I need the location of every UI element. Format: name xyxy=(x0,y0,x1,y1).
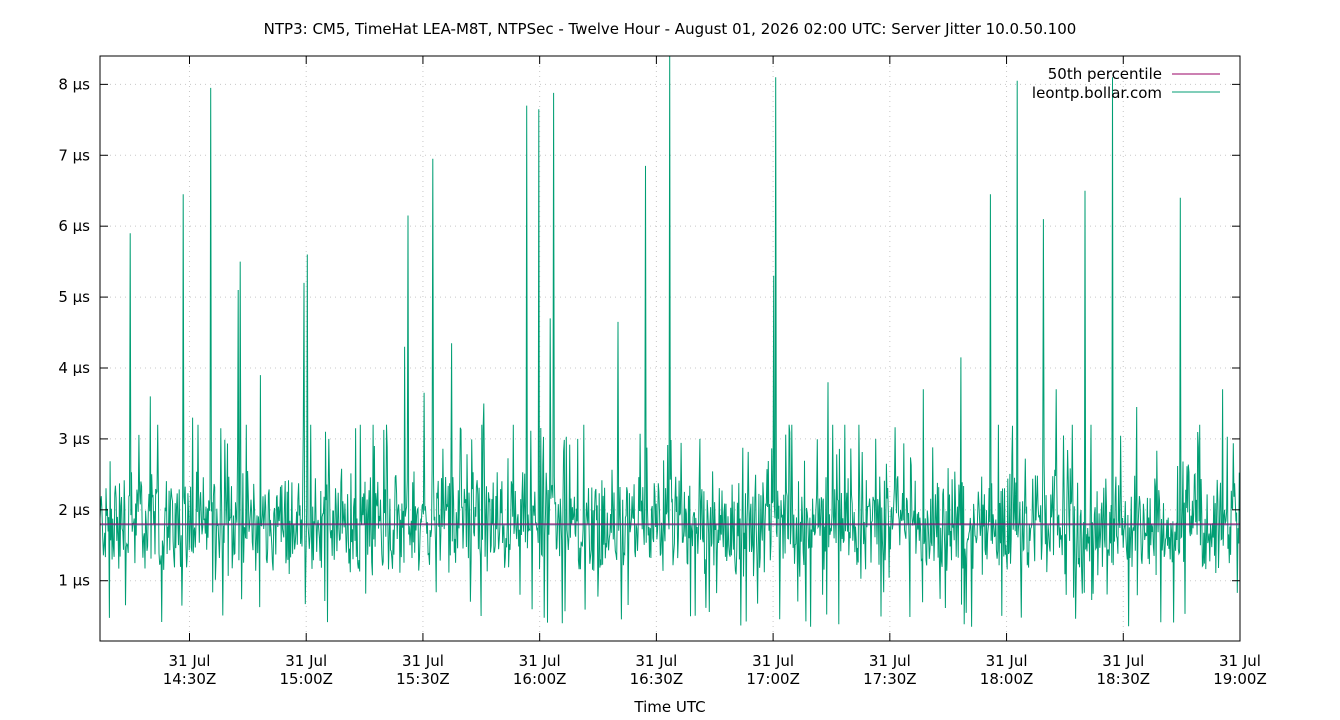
x-tick-time-label: 18:30Z xyxy=(1097,670,1151,688)
x-tick-date-label: 31 Jul xyxy=(1219,652,1261,670)
x-tick-date-label: 31 Jul xyxy=(285,652,327,670)
x-tick-date-label: 31 Jul xyxy=(869,652,911,670)
legend: 50th percentile leontp.bollar.com xyxy=(1032,65,1220,102)
y-tick-label: 2 µs xyxy=(58,501,90,519)
x-tick-time-label: 18:00Z xyxy=(980,670,1034,688)
x-tick-date-label: 31 Jul xyxy=(1102,652,1144,670)
x-tick-time-label: 16:30Z xyxy=(630,670,684,688)
x-tick-date-label: 31 Jul xyxy=(402,652,444,670)
series-layer xyxy=(99,55,1241,627)
x-tick-time-label: 15:00Z xyxy=(279,670,333,688)
y-tick-label: 7 µs xyxy=(58,146,90,164)
series-line-leontp xyxy=(99,55,1241,627)
y-tick-label: 8 µs xyxy=(58,75,90,93)
x-tick-time-label: 17:30Z xyxy=(863,670,917,688)
x-tick-time-label: 15:30Z xyxy=(396,670,450,688)
x-tick-date-label: 31 Jul xyxy=(752,652,794,670)
legend-label-50th-percentile: 50th percentile xyxy=(1048,65,1162,83)
legend-label-leontp: leontp.bollar.com xyxy=(1032,84,1162,102)
x-tick-time-label: 14:30Z xyxy=(163,670,217,688)
y-tick-label: 4 µs xyxy=(58,359,90,377)
x-tick-time-label: 19:00Z xyxy=(1213,670,1267,688)
x-tick-date-label: 31 Jul xyxy=(519,652,561,670)
x-tick-date-label: 31 Jul xyxy=(169,652,211,670)
x-tick-date-label: 31 Jul xyxy=(986,652,1028,670)
x-tick-date-label: 31 Jul xyxy=(635,652,677,670)
plot-border xyxy=(99,55,1241,642)
y-tick-label: 5 µs xyxy=(58,288,90,306)
x-axis-label: Time UTC xyxy=(633,698,705,716)
x-tick-time-label: 16:00Z xyxy=(513,670,567,688)
x-tick-time-label: 17:00Z xyxy=(746,670,800,688)
y-tick-label: 1 µs xyxy=(58,572,90,590)
chart-title: NTP3: CM5, TimeHat LEA-M8T, NTPSec - Twe… xyxy=(264,20,1077,38)
y-tick-label: 6 µs xyxy=(58,217,90,235)
y-tick-label: 3 µs xyxy=(58,430,90,448)
